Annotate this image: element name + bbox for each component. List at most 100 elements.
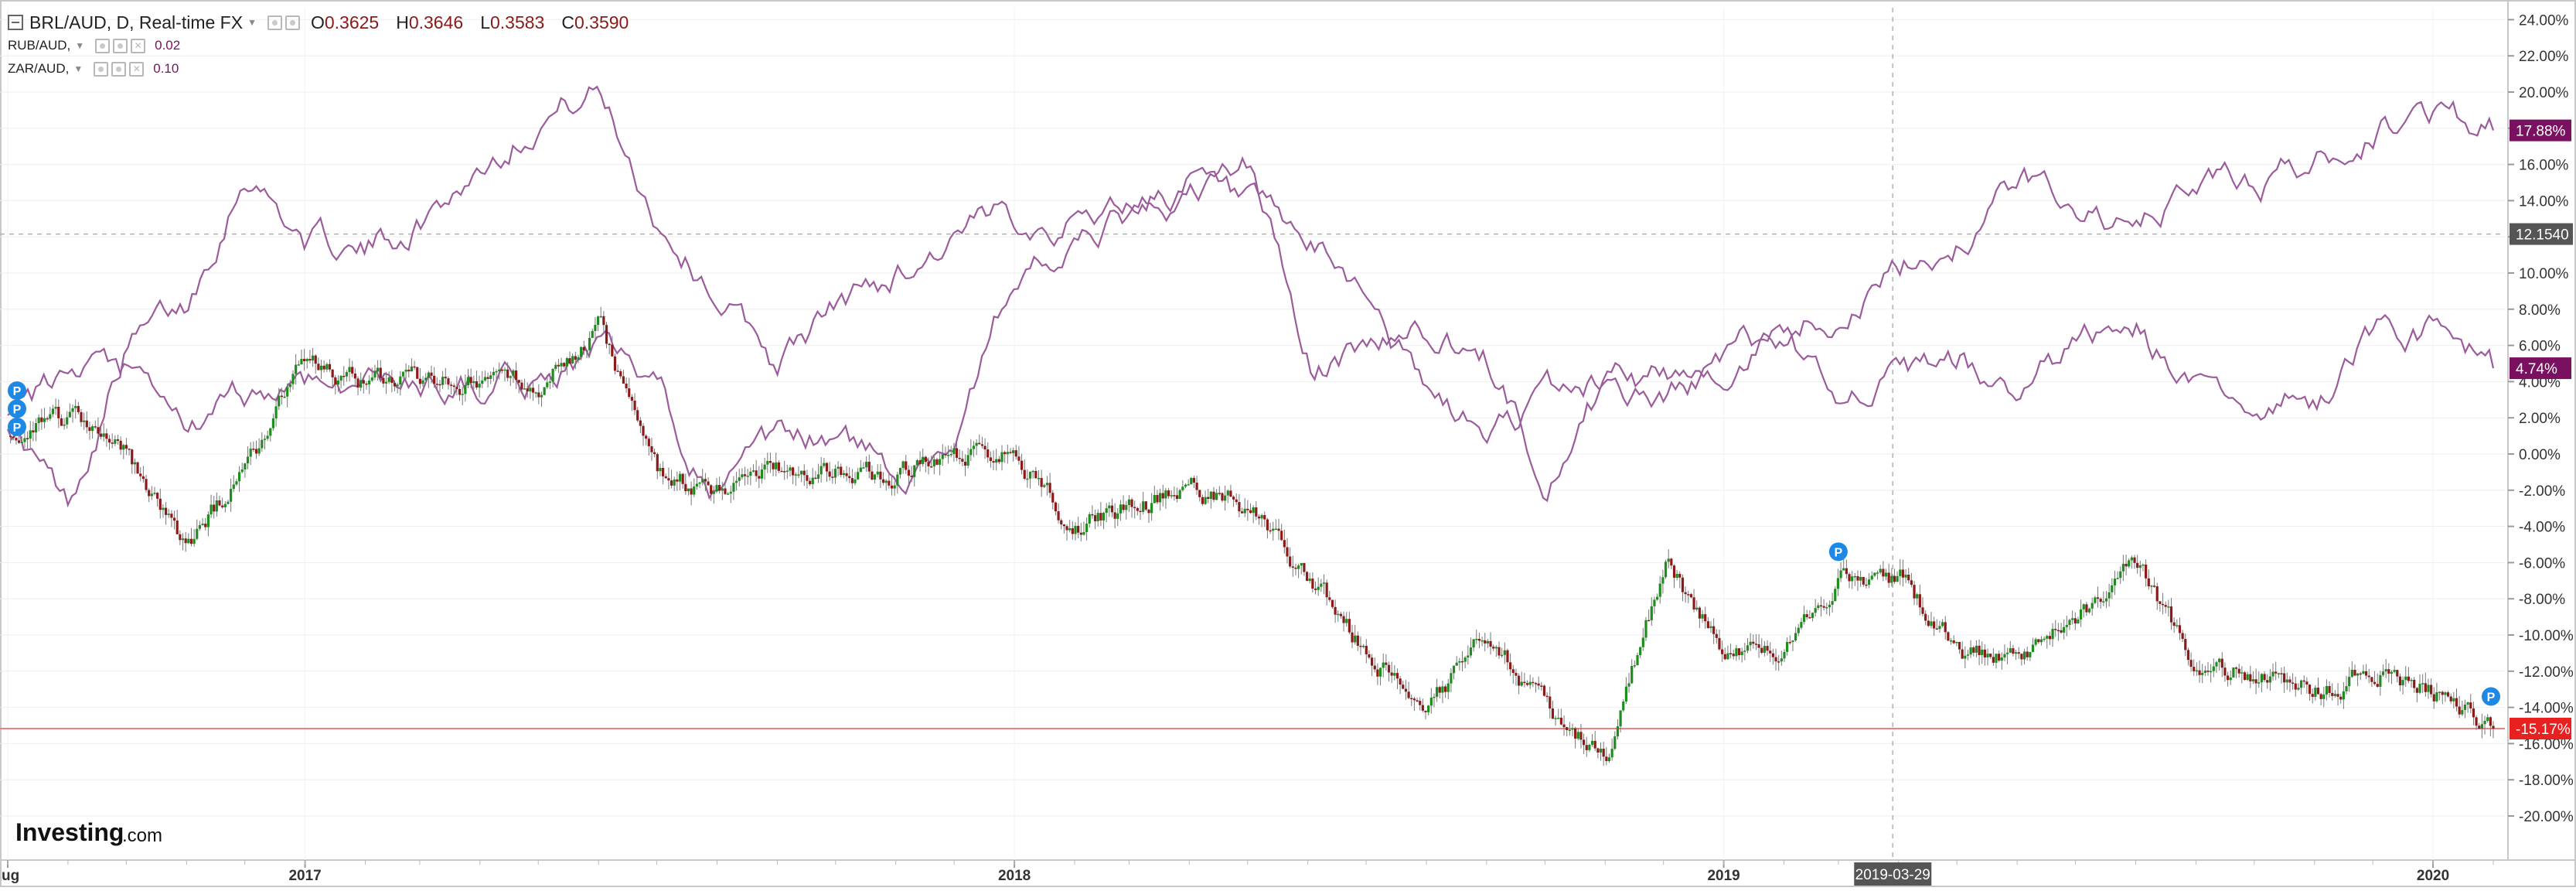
- candle-up: [498, 369, 501, 372]
- candle-down: [2073, 618, 2077, 624]
- chevron-down-icon[interactable]: ▼: [75, 40, 85, 51]
- candle-up: [2379, 674, 2382, 687]
- candle-down: [2085, 604, 2088, 613]
- candle-up: [325, 364, 329, 370]
- chevron-down-icon[interactable]: ▼: [247, 17, 257, 28]
- candle-down: [814, 477, 817, 480]
- candle-up: [2322, 694, 2326, 699]
- candle-up: [1599, 749, 1603, 753]
- candle-down: [1062, 524, 1065, 527]
- close-icon[interactable]: ✕: [129, 61, 145, 77]
- candle-down: [650, 446, 653, 452]
- candle-down: [1175, 495, 1179, 500]
- settings-icon[interactable]: [111, 61, 127, 77]
- candle-up: [1622, 702, 1625, 711]
- candle-up: [1639, 647, 1642, 656]
- settings-icon[interactable]: [113, 38, 128, 53]
- candle-up: [2350, 669, 2353, 678]
- candle-down: [2339, 696, 2343, 700]
- candle-down: [978, 442, 981, 445]
- close-icon[interactable]: ✕: [131, 38, 146, 53]
- candle-down: [1532, 681, 1535, 684]
- candle-up: [2342, 691, 2345, 700]
- collapse-icon[interactable]: [8, 15, 23, 30]
- candle-up: [1096, 513, 1099, 521]
- logo-suffix: .com: [122, 825, 162, 846]
- candle-down: [1983, 649, 1986, 657]
- candle-down: [2373, 681, 2377, 684]
- candle-down: [1212, 491, 1215, 500]
- candle-down: [2489, 717, 2492, 726]
- candle-down: [2364, 671, 2368, 676]
- legend-zar-row[interactable]: ZAR/AUD, ▼ ✕ 0.10: [8, 57, 638, 80]
- high-label: H: [396, 12, 409, 32]
- candle-down: [365, 383, 368, 385]
- candle-down: [2155, 586, 2159, 602]
- candle-down: [2398, 676, 2402, 686]
- legend-main-row[interactable]: BRL/AUD, D, Real-time FX ▼ O 0.3625 H 0.36…: [8, 11, 638, 34]
- candle-down: [1017, 456, 1021, 461]
- candle-up: [1969, 647, 1972, 655]
- candle-down: [1331, 599, 1334, 607]
- candle-up: [472, 381, 475, 384]
- candle-up: [1164, 490, 1167, 499]
- candle-down: [308, 358, 312, 361]
- candle-down: [2430, 684, 2433, 695]
- candle-up: [1345, 619, 1348, 623]
- candle-down: [670, 480, 673, 486]
- candle-down: [2056, 630, 2060, 632]
- event-marker-label: P: [13, 422, 22, 435]
- legend-rub-row[interactable]: RUB/AUD, ▼ ✕ 0.02: [8, 34, 638, 57]
- candle-up: [1272, 528, 1275, 531]
- candle-down: [1721, 649, 1724, 654]
- candle-down: [342, 375, 346, 377]
- candle-up: [1209, 491, 1212, 500]
- candle-down: [881, 479, 885, 483]
- open-value: 0.3625: [324, 12, 380, 32]
- candle-down: [2147, 578, 2150, 587]
- candle-down: [1365, 645, 1368, 654]
- candle-down: [1498, 647, 1501, 656]
- candle-down: [710, 485, 713, 494]
- candle-down: [2331, 692, 2334, 696]
- candle-down: [520, 382, 523, 390]
- settings-icon[interactable]: [285, 15, 300, 30]
- candle-down: [32, 430, 35, 433]
- candle-down: [1540, 685, 1543, 687]
- candle-down: [12, 436, 15, 439]
- candle-up: [2210, 671, 2213, 673]
- candle-up: [1817, 605, 1820, 609]
- visibility-icon[interactable]: [95, 38, 111, 53]
- candle-up: [785, 470, 789, 473]
- candle-up: [1783, 651, 1786, 659]
- candle-down: [469, 377, 472, 384]
- legend-zar-value: 0.10: [153, 61, 179, 76]
- candle-down: [1583, 739, 1586, 746]
- candle-down: [1399, 678, 1402, 685]
- x-tick-label: 2019: [1707, 868, 1739, 884]
- chevron-down-icon[interactable]: ▼: [73, 63, 83, 74]
- candle-up: [571, 356, 574, 364]
- candle-down: [1014, 450, 1017, 457]
- candle-down: [1065, 526, 1068, 531]
- visibility-icon[interactable]: [267, 15, 282, 30]
- candle-up: [278, 395, 281, 407]
- candle-down: [944, 454, 947, 456]
- candle-up: [732, 483, 735, 492]
- candle-down: [2336, 694, 2339, 697]
- visibility-icon[interactable]: [94, 61, 109, 77]
- candle-up: [1274, 528, 1277, 531]
- candle-down: [2308, 684, 2312, 695]
- candle-up: [2119, 571, 2122, 579]
- candle-up: [2065, 624, 2068, 627]
- candle-up: [2285, 679, 2288, 683]
- candle-down: [653, 452, 656, 455]
- crosshair-price-label: 12.1540: [2516, 227, 2569, 244]
- candle-up: [167, 514, 170, 515]
- legend: BRL/AUD, D, Real-time FX ▼ O 0.3625 H 0.36…: [8, 11, 638, 80]
- candle-down: [322, 365, 325, 370]
- candle-down: [1057, 511, 1060, 521]
